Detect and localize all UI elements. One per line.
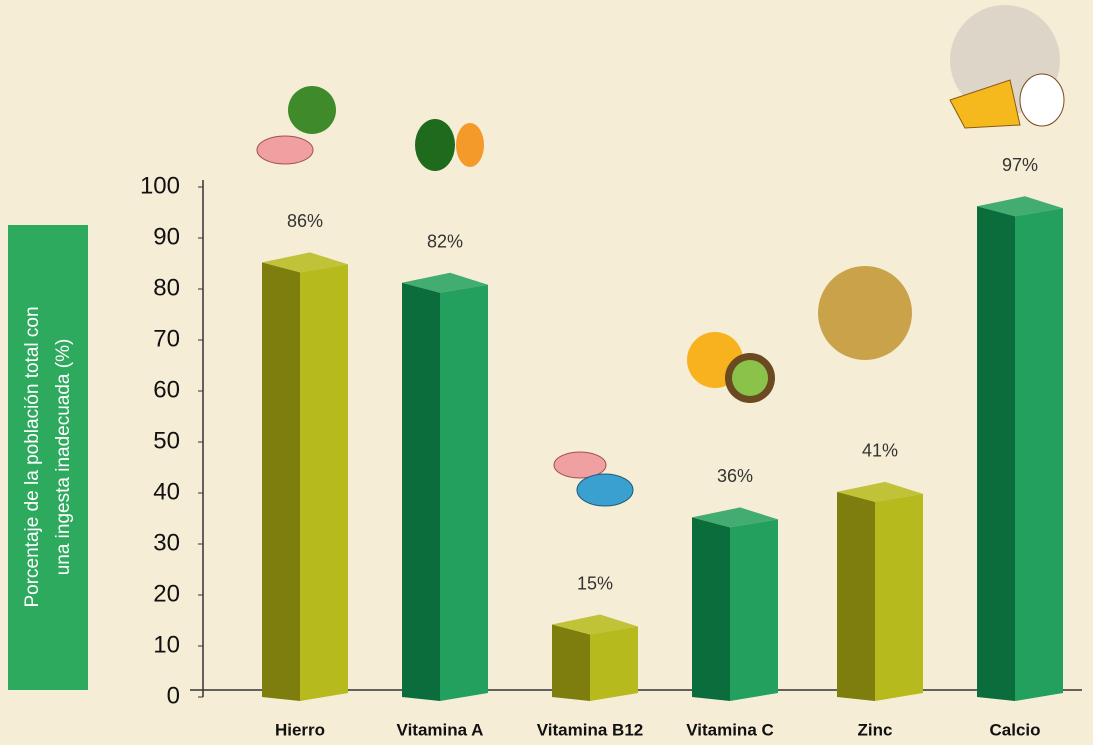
value-label: 82% [427, 232, 463, 252]
bar-top [552, 614, 638, 635]
x-tick-label: Vitamina A [397, 720, 484, 739]
x-tick-label: Vitamina C [686, 720, 774, 739]
y-axis-label: una ingesta inadecuada (%) [53, 339, 74, 576]
bar-top [402, 272, 488, 293]
bar-top [837, 481, 923, 502]
y-tick-label: 70 [153, 325, 180, 352]
bar-top [692, 507, 778, 528]
y-tick-label: 40 [153, 478, 180, 505]
value-label: 97% [1002, 155, 1038, 175]
x-tick-label: Vitamina B12 [537, 720, 643, 739]
bar-side [837, 491, 875, 701]
y-label-box [8, 225, 88, 690]
y-tick-label: 80 [153, 274, 180, 301]
y-tick-label: 90 [153, 223, 180, 250]
y-tick-label: 20 [153, 580, 180, 607]
value-label: 41% [862, 441, 898, 461]
y-axis-label: Porcentaje de la población total con [22, 306, 43, 607]
bar-top [977, 196, 1063, 217]
bar [730, 519, 778, 701]
bar-side [552, 624, 590, 701]
value-label: 15% [577, 573, 613, 593]
bar [440, 284, 488, 701]
bar-side [692, 517, 730, 701]
y-tick-label: 60 [153, 376, 180, 403]
value-label: 36% [717, 466, 753, 486]
bar-side [977, 206, 1015, 702]
x-tick-label: Calcio [989, 720, 1040, 739]
y-tick-label: 0 [167, 682, 180, 709]
y-tick-label: 50 [153, 427, 180, 454]
x-tick-label: Hierro [275, 720, 325, 739]
bar [590, 626, 638, 701]
y-tick-label: 10 [153, 631, 180, 658]
y-tick-label: 30 [153, 529, 180, 556]
bar [875, 493, 923, 701]
bar [300, 264, 348, 701]
food-icons [256, 5, 1065, 507]
x-tick-label: Zinc [858, 720, 893, 739]
y-tick-label: 100 [140, 172, 180, 199]
bar-side [402, 282, 440, 701]
bar-side [262, 262, 300, 701]
bar-top [262, 252, 348, 273]
value-label: 86% [287, 211, 323, 231]
bar [1015, 208, 1063, 702]
